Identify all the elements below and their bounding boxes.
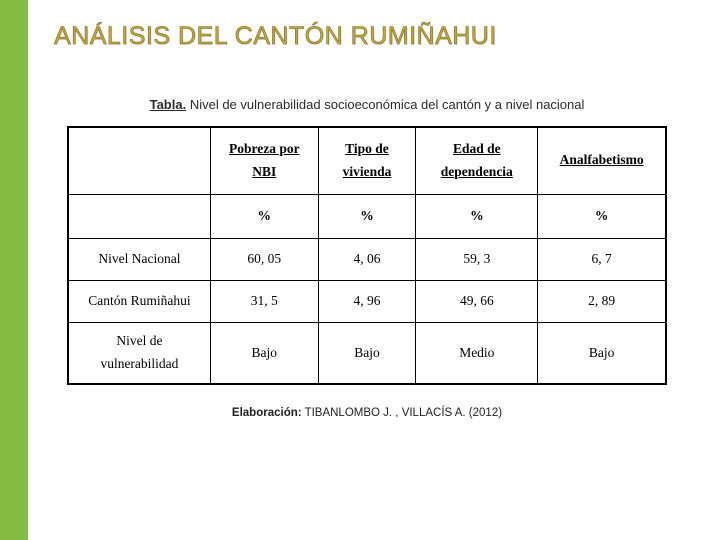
row-label-line: Nivel de: [116, 333, 162, 348]
header-pobreza: Pobreza por NBI: [210, 127, 318, 194]
cell: 60, 05: [210, 238, 318, 280]
units-pct: %: [538, 194, 666, 238]
table-row: Nivel Nacional 60, 05 4, 06 59, 3 6, 7: [68, 238, 666, 280]
cell: 6, 7: [538, 238, 666, 280]
vulnerability-table: Pobreza por NBI Tipo de vivienda Edad de…: [67, 126, 667, 385]
row-label-line: vulnerabilidad: [100, 356, 178, 371]
header-line: Pobreza por: [229, 141, 300, 156]
cell: 49, 66: [416, 280, 538, 322]
caption-text: Nivel de vulnerabilidad socioeconómica d…: [186, 97, 584, 112]
slide: ANÁLISIS DEL CANTÓN RUMIÑAHUI Tabla. Niv…: [0, 0, 720, 540]
row-label: Nivel Nacional: [68, 238, 210, 280]
header-tipo-vivienda: Tipo de vivienda: [318, 127, 416, 194]
cell: Bajo: [318, 322, 416, 384]
units-pct: %: [318, 194, 416, 238]
header-empty: [68, 127, 210, 194]
header-line: dependencia: [420, 161, 533, 184]
cell: 59, 3: [416, 238, 538, 280]
cell: Bajo: [538, 322, 666, 384]
table-header-row: Pobreza por NBI Tipo de vivienda Edad de…: [68, 127, 666, 194]
units-pct: %: [416, 194, 538, 238]
caption-label: Tabla.: [150, 97, 187, 112]
cell: 4, 96: [318, 280, 416, 322]
cell: Bajo: [210, 322, 318, 384]
header-line: Edad de: [453, 141, 501, 156]
header-line: NBI: [215, 161, 314, 184]
table-row: Nivel de vulnerabilidad Bajo Bajo Medio …: [68, 322, 666, 384]
credit-label: Elaboración:: [232, 407, 302, 419]
units-pct: %: [210, 194, 318, 238]
units-empty: [68, 194, 210, 238]
cell: 4, 06: [318, 238, 416, 280]
table-row: Cantón Rumiñahui 31, 5 4, 96 49, 66 2, 8…: [68, 280, 666, 322]
cell: 2, 89: [538, 280, 666, 322]
header-line: Analfabetismo: [560, 152, 644, 167]
cell: Medio: [416, 322, 538, 384]
cell: 31, 5: [210, 280, 318, 322]
row-label: Cantón Rumiñahui: [68, 280, 210, 322]
header-edad-dependencia: Edad de dependencia: [416, 127, 538, 194]
table-caption: Tabla. Nivel de vulnerabilidad socioecon…: [54, 97, 680, 112]
header-line: Tipo de: [345, 141, 389, 156]
table-units-row: % % % %: [68, 194, 666, 238]
credit-text: TIBANLOMBO J. , VILLACÍS A. (2012): [302, 407, 502, 419]
row-label: Nivel de vulnerabilidad: [68, 322, 210, 384]
credit-line: Elaboración: TIBANLOMBO J. , VILLACÍS A.…: [54, 407, 680, 419]
accent-stripe: [0, 0, 28, 540]
header-analfabetismo: Analfabetismo: [538, 127, 666, 194]
page-title: ANÁLISIS DEL CANTÓN RUMIÑAHUI: [54, 22, 680, 51]
header-line: vivienda: [323, 161, 412, 184]
